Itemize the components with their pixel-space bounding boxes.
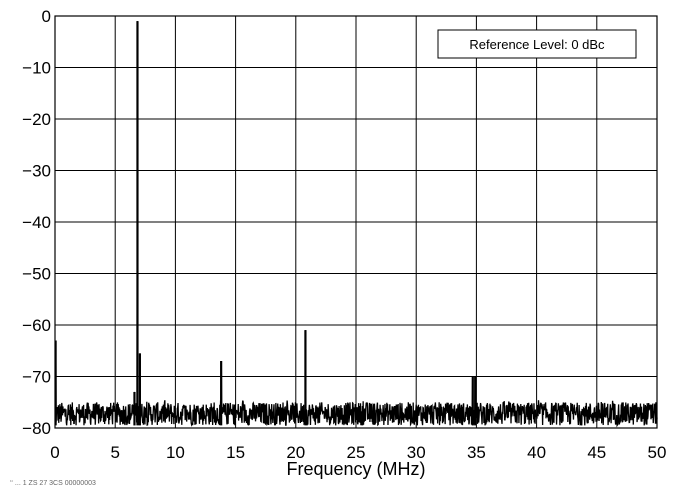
x-axis-label: Frequency (MHz) [286, 459, 425, 479]
x-tick-label: 5 [110, 443, 119, 462]
reference-level-label: Reference Level: 0 dBc [469, 37, 605, 52]
grid [54, 15, 658, 429]
x-tick-label: 35 [467, 443, 486, 462]
y-tick-label: −60 [22, 316, 51, 335]
y-tick-label: −10 [22, 59, 51, 78]
x-tick-label: 45 [587, 443, 606, 462]
x-tick-label: 40 [527, 443, 546, 462]
y-tick-label: 0 [42, 7, 51, 26]
x-tick-label: 25 [347, 443, 366, 462]
reference-level-box: Reference Level: 0 dBc [437, 29, 637, 59]
y-tick-label: −40 [22, 213, 51, 232]
y-tick-label: −80 [22, 419, 51, 438]
figure-code: ‘‘ ... 1 ZS 27 3CS 00000003 [10, 480, 96, 487]
x-tick-label: 20 [286, 443, 305, 462]
tick-labels: 0 5 10 15 20 25 30 35 40 45 50 0 −10 −20 −30 −40 −50 −60 −… [22, 7, 666, 462]
y-tick-label: −50 [22, 265, 51, 284]
plot-frame [54, 15, 658, 429]
x-tick-label: 50 [648, 443, 667, 462]
spectrum-trace [54, 21, 658, 428]
x-tick-label: 15 [226, 443, 245, 462]
y-tick-label: −20 [22, 110, 51, 129]
spectrum-trace-group [54, 21, 658, 428]
x-tick-label: 0 [50, 443, 59, 462]
x-tick-label: 30 [407, 443, 426, 462]
y-tick-label: −70 [22, 368, 51, 387]
y-tick-label: −30 [22, 162, 51, 181]
x-tick-label: 10 [166, 443, 185, 462]
